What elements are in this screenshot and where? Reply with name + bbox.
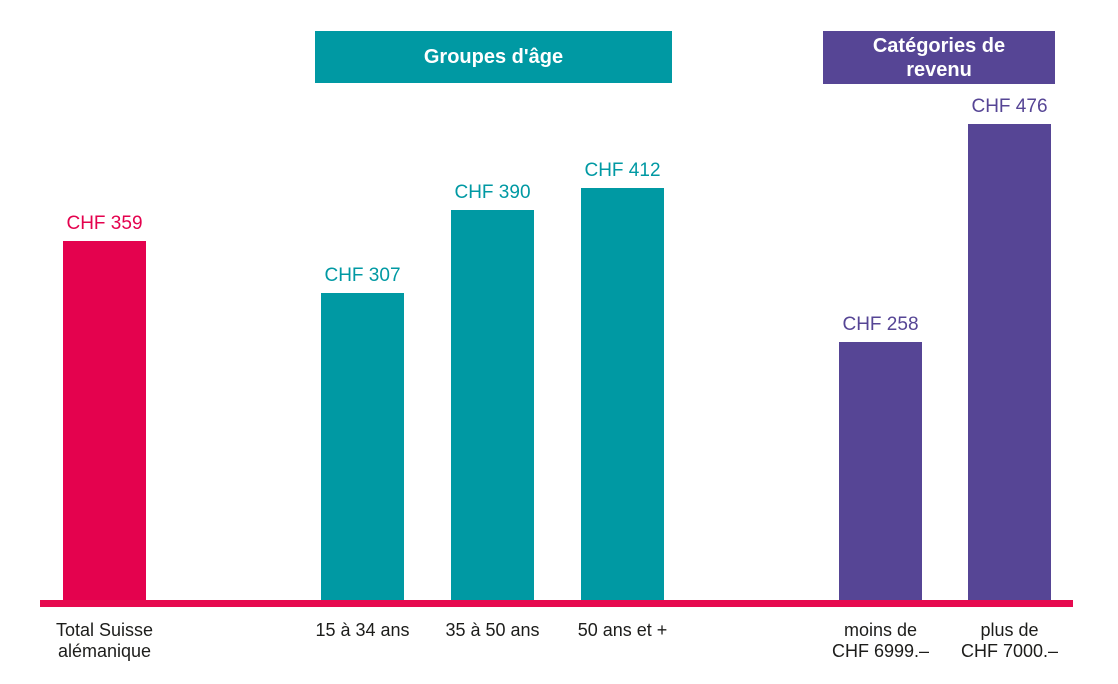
category-label-line: alémanique — [57, 641, 152, 661]
group-header-line: Catégories de — [872, 34, 1006, 57]
value-label: CHF 390 — [454, 182, 531, 203]
category-label-line: CHF 7000.– — [960, 641, 1059, 661]
group-header-groupes-age: Groupes d'âge — [315, 31, 672, 83]
category-label: plus de CHF 7000.– — [920, 620, 1100, 662]
category-label: 50 ans et + — [533, 620, 713, 641]
axis-baseline — [40, 600, 1073, 607]
bar-categories-revenu-0 — [839, 342, 922, 600]
group-header-line: revenu — [906, 58, 972, 81]
bar-categories-revenu-1 — [968, 124, 1051, 600]
bar-groupes-age-1 — [451, 210, 534, 600]
category-label: 15 à 34 ans — [273, 620, 453, 641]
category-label-line: 50 ans et + — [577, 620, 668, 640]
bar-groupes-age-0 — [321, 293, 404, 600]
value-label: CHF 412 — [584, 160, 661, 181]
group-header-categories-revenu: Catégories de revenu — [823, 31, 1055, 84]
category-label-line: Total Suisse — [55, 620, 154, 640]
category-label-line: moins de — [843, 620, 918, 640]
bar-total-0 — [63, 241, 146, 600]
category-label-line: 35 à 50 ans — [445, 620, 540, 640]
group-header-line: Groupes d'âge — [423, 46, 564, 68]
category-label: 35 à 50 ans — [403, 620, 583, 641]
category-label: Total Suisse alémanique — [15, 620, 195, 662]
category-label-line: plus de — [980, 620, 1039, 640]
value-label: CHF 307 — [324, 265, 401, 286]
value-label: CHF 359 — [66, 213, 143, 234]
category-label-line: 15 à 34 ans — [315, 620, 410, 640]
bar-groupes-age-2 — [581, 188, 664, 600]
category-label: moins de CHF 6999.– — [791, 620, 971, 662]
value-label: CHF 476 — [971, 96, 1048, 117]
value-label: CHF 258 — [842, 314, 919, 335]
category-label-line: CHF 6999.– — [831, 641, 930, 661]
